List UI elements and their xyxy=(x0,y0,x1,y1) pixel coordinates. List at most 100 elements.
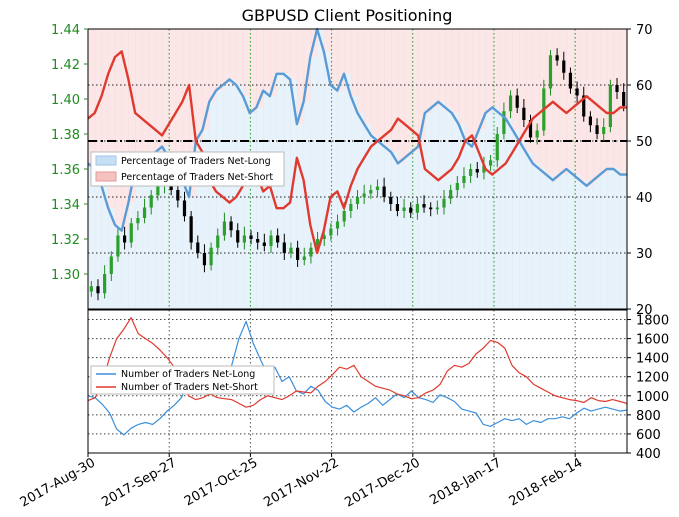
candle-body xyxy=(422,204,426,208)
net-long-area xyxy=(168,157,177,309)
net-short-area xyxy=(202,29,210,130)
candle-body xyxy=(522,107,526,120)
net-long-area xyxy=(579,180,588,309)
net-long-area xyxy=(438,101,446,309)
net-long-area xyxy=(593,180,601,309)
net-long-area xyxy=(465,141,473,309)
net-long-area xyxy=(364,124,372,309)
net-long-area xyxy=(88,163,96,309)
date-tick-label: 2018-Feb-14 xyxy=(507,455,586,509)
net-short-area xyxy=(512,29,520,130)
percent-tick-label: 70 xyxy=(636,23,653,38)
net-short-area xyxy=(148,29,156,158)
net-long-area xyxy=(370,135,379,309)
net-long-area xyxy=(256,107,264,310)
candle-body xyxy=(256,239,260,243)
net-short-area xyxy=(391,29,399,153)
count-axis-ticks: 400 600 800 1000 1200 1400 1600 1800 xyxy=(627,314,669,462)
candle-body xyxy=(109,256,113,274)
net-long-area xyxy=(445,107,453,310)
candle-body xyxy=(389,197,393,204)
candle-body xyxy=(142,207,147,218)
price-tick-label: 1.36 xyxy=(51,163,80,178)
net-short-area xyxy=(175,29,183,169)
net-long-area xyxy=(209,101,217,309)
candle-body xyxy=(196,242,200,253)
candle-body xyxy=(122,235,127,243)
date-tick-label: 2018-Jan-17 xyxy=(427,455,504,508)
candle-body xyxy=(322,235,326,239)
net-short-area xyxy=(108,29,116,209)
net-short-area xyxy=(364,29,372,125)
net-short-area xyxy=(525,29,534,153)
candle-body xyxy=(202,253,207,266)
candle-body xyxy=(103,274,107,294)
net-long-area xyxy=(546,174,554,309)
net-short-area xyxy=(114,29,123,225)
net-long-area xyxy=(216,90,224,309)
net-long-area xyxy=(384,146,392,309)
net-short-area xyxy=(209,29,217,102)
percent-tick-label: 30 xyxy=(636,247,653,262)
count-tick-label: 1000 xyxy=(636,390,669,405)
net-short-area xyxy=(162,29,170,147)
net-short-area xyxy=(101,29,109,186)
net-long-area xyxy=(559,174,567,309)
net-long-area xyxy=(539,169,547,309)
candle-body xyxy=(548,55,553,89)
date-axis: 2017-Aug-30 2017-Sep-27 2017-Oct-25 2017-No… xyxy=(18,453,586,511)
candle-body xyxy=(296,247,300,260)
net-short-area xyxy=(404,29,412,158)
net-long-legend-swatch xyxy=(95,155,117,166)
net-short-area xyxy=(263,29,271,91)
net-short-area xyxy=(323,29,332,52)
candle-body xyxy=(355,197,360,204)
net-long-area xyxy=(458,124,466,309)
net-short-area xyxy=(546,29,554,175)
candle-body xyxy=(129,223,133,243)
candle-body xyxy=(216,235,220,248)
candle-body xyxy=(469,169,473,176)
candle-body xyxy=(475,169,479,173)
net-short-area xyxy=(458,29,466,125)
net-short-area xyxy=(283,29,291,74)
candle-body xyxy=(89,286,93,292)
net-long-area xyxy=(532,163,540,309)
net-long-area xyxy=(236,85,244,309)
net-short-area xyxy=(296,29,305,125)
net-long-area xyxy=(296,124,305,309)
candle-body xyxy=(262,242,266,246)
net-long-area xyxy=(222,85,230,309)
price-tick-label: 1.40 xyxy=(51,93,80,108)
net-long-area xyxy=(505,118,513,309)
net-short-area xyxy=(303,29,311,102)
net-short-area xyxy=(155,29,163,153)
count-tick-label: 1200 xyxy=(636,371,669,386)
net-long-legend-label: Percentage of Traders Net-Long xyxy=(121,156,271,167)
net-long-area xyxy=(101,185,109,309)
net-short-area xyxy=(141,29,150,164)
net-short-area xyxy=(586,29,594,186)
net-long-area xyxy=(283,73,291,309)
net-short-area xyxy=(431,29,439,108)
candle-body xyxy=(176,190,180,201)
candle-body xyxy=(462,176,466,183)
date-tick-label: 2017-Nov-22 xyxy=(261,455,341,510)
net-short-area xyxy=(88,29,96,164)
net-long-area xyxy=(148,157,156,309)
net-short-area xyxy=(276,29,284,74)
candle-body xyxy=(608,85,612,127)
top-legend: Percentage of Traders Net-Long Percentage… xyxy=(90,151,285,187)
candle-body xyxy=(156,186,160,196)
net-short-area xyxy=(519,29,527,141)
net-long-area xyxy=(512,129,520,309)
candle-body xyxy=(455,183,459,190)
net-long-area xyxy=(263,90,271,309)
net-short-area xyxy=(330,29,338,85)
net-long-area xyxy=(397,163,406,309)
net-long-area xyxy=(202,129,210,309)
price-tick-label: 1.30 xyxy=(51,268,80,283)
candle-body xyxy=(508,95,513,112)
candle-body xyxy=(435,207,439,210)
